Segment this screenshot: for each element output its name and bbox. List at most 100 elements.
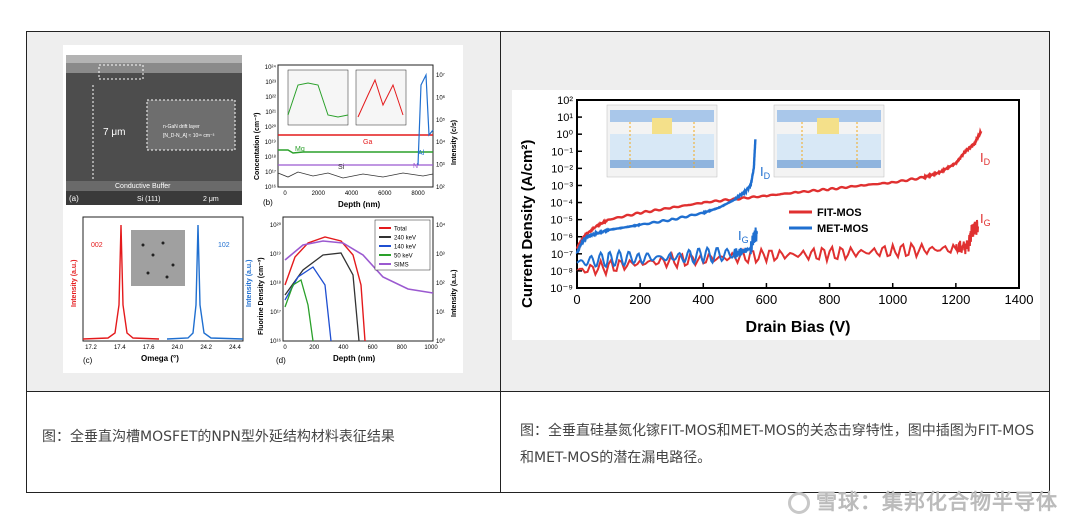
panel-d-legend-label: 240 keV [394, 236, 416, 242]
met-mos-ig-line [576, 227, 758, 269]
y-tick-label: 10⁻¹ [551, 146, 573, 158]
x-tick-label: 1000 [878, 292, 907, 307]
panel-c-x-tick: 17.6 [143, 345, 155, 351]
panel-b-label: (b) [263, 198, 273, 207]
panel-a-inset-line1: n-GaN drift layer [163, 124, 200, 130]
annotation-fit-ig: IG [980, 211, 991, 228]
panel-d-legend-label: 50 keV [394, 254, 413, 260]
panel-c-x-tick: 17.4 [114, 345, 126, 351]
x-tick-label: 200 [629, 292, 651, 307]
panel-b-al-label: Al [418, 150, 425, 157]
fit-mos-ig-line [576, 219, 979, 278]
legend-met-mos: MET-MOS [817, 223, 868, 235]
panel-b-sims-chart: Ga Al Mg Si N (b) Depth (nm) Concentatio… [254, 64, 458, 209]
panel-d-y-tick: 10¹⁸ [270, 280, 282, 287]
panel-b-yr-tick: 10⁶ [436, 94, 446, 101]
panel-b-ga-label: Ga [363, 139, 372, 146]
panel-d-xlabel: Depth (nm) [333, 354, 376, 363]
watermark-text: 雪球：集邦化合物半导体 [816, 490, 1058, 514]
panel-d-legend-label: SIMS [394, 263, 409, 269]
watermark-logo-icon [788, 492, 810, 514]
x-tick-label: 800 [819, 292, 841, 307]
panel-c-peak-left: 002 [91, 242, 103, 249]
panel-d-x-tick: 0 [283, 345, 287, 351]
panel-c-xrd-chart: 002 102 (c) Omega (°) Intensity (a.u.) I… [71, 216, 253, 365]
y-tick-label: 10⁻² [551, 163, 573, 175]
panel-b-y-tick: 10¹⁶ [265, 184, 277, 191]
panel-b-yr-tick: 10⁴ [436, 139, 446, 146]
panel-d-x-tick: 400 [338, 345, 349, 351]
y-tick-label: 10⁻⁴ [550, 198, 573, 210]
panel-b-xlabel: Depth (nm) [338, 200, 381, 209]
panel-b-x-tick: 8000 [411, 191, 425, 197]
y-tick-label: 10⁻³ [551, 180, 573, 192]
panel-a-layer2: Si (111) [137, 196, 160, 203]
figure-table-frame [26, 31, 1050, 493]
y-tick-label: 10⁻⁹ [550, 283, 573, 295]
watermark: 雪球：集邦化合物半导体 [788, 486, 1058, 516]
panel-b-x-tick: 0 [283, 191, 287, 197]
panel-d-yr-tick: 10² [436, 281, 445, 287]
annotation-met-id-sub: D [764, 171, 771, 181]
panel-b-y-tick: 10²⁴ [265, 64, 277, 71]
panel-d-yr-tick: 10⁰ [436, 338, 446, 345]
panel-b-yr-tick: 10² [436, 185, 445, 191]
x-tick-label: 1400 [1005, 292, 1034, 307]
left-composite-figure: 7 μm Conductive Buffer Si (111) 2 μm n-G… [63, 45, 463, 373]
annotation-met-ig: IG [738, 228, 749, 245]
panel-d-fluorine-chart: Total 240 keV 140 keV 50 keV SIMS (d) Depth … [258, 216, 458, 365]
panel-a-scalebar: 2 μm [203, 196, 219, 203]
panel-b-ylabel-right: Intensity (c/s) [451, 120, 458, 165]
panel-b-n-label: N [413, 163, 418, 170]
chart-series [575, 127, 983, 278]
panel-c-peak-right: 102 [218, 242, 230, 249]
panel-b-y-tick: 10¹⁹ [265, 139, 277, 146]
legend-fit-mos: FIT-MOS [817, 207, 862, 219]
panel-d-y-tick: 10¹⁷ [270, 309, 281, 316]
panel-a-inset-line2: [N_D-N_A] ≈ 10¹⁶ cm⁻³ [163, 133, 215, 139]
panel-d-x-tick: 800 [397, 345, 408, 351]
panel-b-yr-tick: 10⁵ [436, 117, 446, 124]
annotation-fit-id: ID [980, 150, 991, 167]
panel-b-y-tick: 10²³ [265, 80, 276, 86]
panel-d-yr-tick: 10⁴ [436, 222, 446, 229]
annotation-fit-ig-sub: G [984, 218, 991, 228]
y-tick-label: 10¹ [557, 112, 573, 124]
panel-d-y-tick: 10¹⁹ [270, 251, 282, 258]
y-tick-label: 10² [557, 95, 573, 107]
annotation-fit-id-sub: D [984, 157, 991, 167]
panel-d-x-tick: 600 [368, 345, 379, 351]
y-tick-label: 10⁻⁶ [550, 232, 573, 244]
met-mos-id-line [575, 139, 757, 255]
panel-c-x-tick: 24.2 [200, 345, 212, 351]
panel-c-xlabel: Omega (°) [141, 354, 179, 363]
row-divider [26, 391, 1050, 392]
panel-d-ylabel-left: Fluorine Density (cm⁻³) [258, 257, 265, 335]
x-axis-ticks: 0 200 400 600 800 1000 1200 1400 [573, 283, 1033, 307]
x-tick-label: 0 [573, 292, 580, 307]
panel-d-x-tick: 200 [309, 345, 320, 351]
inset-met-mos [773, 104, 885, 178]
panel-d-x-tick: 1000 [424, 345, 438, 351]
panel-d-yr-tick: 10¹ [436, 310, 445, 316]
panel-b-y-tick: 10²¹ [265, 110, 276, 116]
y-axis-ticks: 10⁻⁹ 10⁻⁸ 10⁻⁷ 10⁻⁶ 10⁻⁵ 10⁻⁴ 10⁻³ 10⁻² 10⁻¹ 10⁰ 1… [550, 95, 582, 295]
panel-b-x-tick: 2000 [312, 191, 326, 197]
panel-b-x-tick: 4000 [345, 191, 359, 197]
panel-a-label: (a) [69, 194, 79, 203]
panel-d-yr-tick: 10³ [436, 252, 445, 258]
panel-a-layer1: Conductive Buffer [115, 183, 171, 190]
breakdown-chart: FIT-MOS MET-MOS ID IG ID IG 0 200 400 600 80… [512, 90, 1040, 340]
panel-c-x-tick: 24.0 [172, 345, 184, 351]
panel-b-y-tick: 10²⁰ [265, 124, 277, 131]
panel-b-si-label: Si [338, 164, 345, 171]
panel-b-y-tick: 10¹⁷ [265, 169, 276, 176]
panel-b-y-tick: 10¹⁸ [265, 154, 277, 161]
panel-b-mg-label: Mg [295, 146, 305, 153]
y-tick-label: 10⁰ [556, 129, 573, 141]
panel-d-ylabel-right: Intensity (a.u.) [451, 270, 458, 317]
panel-a-thickness: 7 μm [103, 127, 125, 138]
panel-b-y-tick: 10²² [265, 95, 276, 101]
inset-fit-mos [606, 104, 718, 178]
y-tick-label: 10⁻⁸ [550, 266, 573, 278]
